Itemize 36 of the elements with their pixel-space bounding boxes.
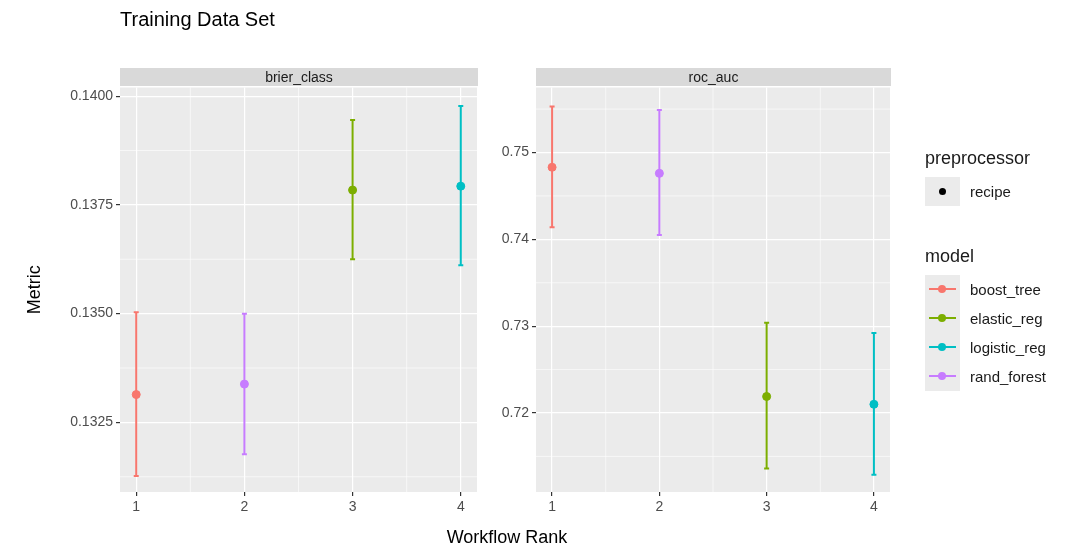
- legend-label: boost_tree: [970, 281, 1041, 298]
- point: [654, 168, 664, 178]
- legend-label: logistic_reg: [970, 339, 1046, 356]
- y-tick-label: 0.74: [501, 230, 530, 247]
- y-tick-label: 0.75: [501, 143, 530, 160]
- legend-label: rand_forest: [970, 368, 1046, 385]
- legend-label: elastic_reg: [970, 310, 1043, 327]
- chart-subtitle: brier_class: [120, 68, 478, 86]
- point: [547, 162, 557, 172]
- x-axis-title: Workflow Rank: [445, 527, 569, 548]
- point: [239, 379, 249, 389]
- chart-title: Training Data Set: [120, 8, 275, 31]
- point: [131, 390, 141, 400]
- y-tick-label: 0.1325: [70, 413, 114, 430]
- text: recipe: [970, 183, 1011, 200]
- y-tick-label: 0.1400: [70, 86, 114, 103]
- point: [762, 391, 772, 401]
- point: [348, 185, 358, 195]
- y-tick-label: 0.73: [501, 317, 530, 334]
- x-tick-label: 2: [655, 498, 664, 515]
- x-tick-label: 3: [762, 498, 771, 515]
- x-tick-label: 3: [348, 498, 357, 515]
- text: preprocessor: [925, 148, 1032, 169]
- point: [456, 181, 466, 191]
- x-tick-label: 4: [456, 498, 465, 515]
- y-tick-label: 0.72: [501, 403, 530, 420]
- legend-title: model: [925, 246, 976, 267]
- x-tick-label: 1: [132, 498, 141, 515]
- point: [869, 399, 879, 409]
- y-axis-title: Metric: [23, 265, 44, 315]
- chart-subtitle: roc_auc: [536, 68, 891, 86]
- y-tick-label: 0.1350: [70, 304, 114, 321]
- x-tick-label: 1: [548, 498, 557, 515]
- x-tick-label: 4: [870, 498, 879, 515]
- x-tick-label: 2: [240, 498, 249, 515]
- y-tick-label: 0.1375: [70, 195, 114, 212]
